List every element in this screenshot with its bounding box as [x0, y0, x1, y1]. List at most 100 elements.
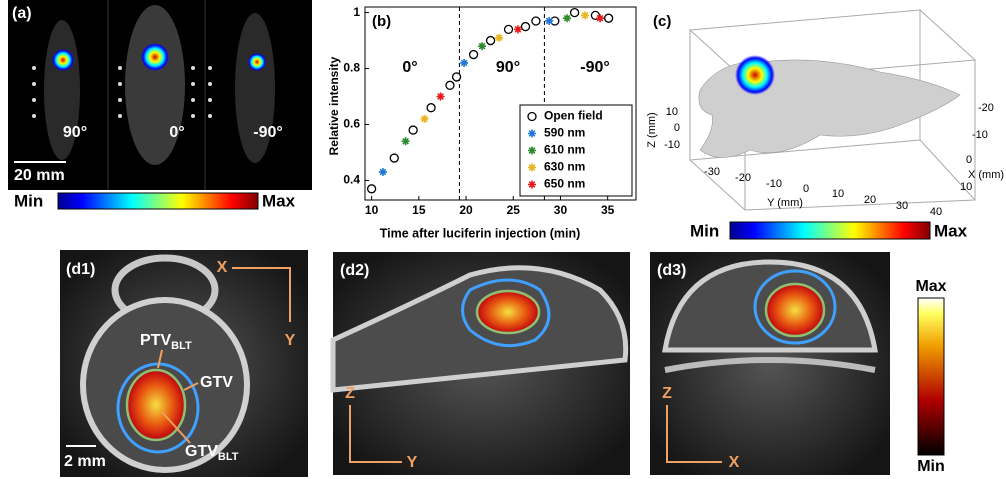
region-label: -90° [580, 59, 610, 76]
axis-label: X [217, 259, 228, 276]
colorbar-max: Max [915, 278, 946, 295]
signal [735, 55, 775, 95]
x-tick-label: 20 [459, 203, 473, 217]
y-tick-label: -10 [766, 178, 782, 190]
region-label: 0° [402, 59, 417, 76]
y-tick-label: 40 [930, 206, 942, 218]
x-tick-label: 35 [601, 203, 615, 217]
point [409, 126, 417, 134]
x-tick-label: 10 [960, 181, 972, 193]
point [437, 93, 445, 101]
scale-label: 2 mm [64, 453, 106, 470]
colorbar [58, 193, 258, 209]
colorbar-max: Max [934, 221, 968, 240]
y-tick-label: 0.8 [343, 61, 360, 75]
figure: (a) 90° 0° -90° 20 mm Min Max (b) 0° 90°… [0, 0, 1006, 479]
ptv-sub: BLT [171, 340, 192, 352]
region-label: 90° [496, 59, 520, 76]
y-tick-label: 20 [864, 194, 876, 206]
z-tick-label: 10 [666, 106, 678, 118]
gtv-sub: BLT [218, 451, 239, 463]
colorbar-min: Min [14, 191, 43, 210]
x-tick-label: -10 [972, 129, 988, 141]
point [390, 154, 398, 162]
point [460, 59, 468, 67]
point [505, 25, 513, 33]
legend-label: 650 nm [544, 177, 585, 191]
y-tick-label: -30 [704, 166, 720, 178]
axis-label: Y [285, 332, 296, 349]
gtv-text: GTV [185, 443, 218, 460]
signal [141, 43, 169, 71]
legend-marker [528, 181, 536, 189]
axis-label: Y [407, 454, 418, 471]
z-axis-label: Z (mm) [646, 112, 658, 147]
colorbar [918, 298, 944, 455]
y-tick-label: 30 [896, 200, 908, 212]
point [427, 104, 435, 112]
point [571, 9, 579, 17]
colorbar-min: Min [917, 458, 945, 475]
angle-label: -90° [253, 124, 283, 141]
panel-label: (a) [12, 5, 32, 22]
ptv-text: PTV [140, 332, 171, 349]
panel-label: (d1) [66, 261, 95, 278]
point [596, 14, 604, 22]
panel-label: (d2) [340, 262, 369, 279]
point [581, 11, 589, 19]
marker-dot [191, 82, 195, 86]
y-tick-label: 0.6 [343, 117, 360, 131]
panel-label: (c) [653, 13, 671, 30]
y-tick-label: 0.4 [343, 173, 360, 187]
legend-label: 610 nm [544, 143, 585, 157]
marker-dot [191, 98, 195, 102]
z-tick-label: 0 [674, 122, 680, 134]
x-axis-label: X (mm) [968, 169, 1004, 181]
marker-dot [32, 82, 36, 86]
y-axis-label: Relative intensity [327, 56, 341, 155]
y-tick-label: 10 [832, 188, 844, 200]
point [532, 17, 540, 25]
x-tick-label: 0 [966, 154, 972, 166]
panel-d2: (d2) Z Y [333, 252, 630, 475]
z-tick-label: -10 [664, 139, 680, 151]
x-tick-label: -20 [978, 102, 994, 114]
panel-d3: (d3) Z X Max Min [650, 252, 947, 475]
axis-label: Z [662, 385, 672, 402]
marker-dot [208, 66, 212, 70]
point [368, 185, 376, 193]
marker-dot [208, 98, 212, 102]
marker-dot [191, 114, 195, 118]
point [545, 17, 553, 25]
point [563, 14, 571, 22]
marker-dot [118, 82, 122, 86]
marker-dot [191, 66, 195, 70]
point [446, 81, 454, 89]
point [402, 137, 410, 145]
axis-label: X [729, 454, 740, 471]
x-tick-label: 15 [412, 203, 426, 217]
x-axis-label: Time after luciferin injection (min) [380, 226, 581, 240]
angle-label: 90° [63, 124, 87, 141]
colorbar [730, 222, 930, 239]
legend-label: 590 nm [544, 126, 585, 140]
signal [52, 49, 74, 71]
signal [248, 53, 266, 71]
legend-marker [528, 164, 536, 172]
x-tick-label: 10 [365, 203, 379, 217]
panel-label: (d3) [657, 262, 686, 279]
point [495, 34, 503, 42]
angle-label: 0° [169, 124, 184, 141]
marker-dot [208, 82, 212, 86]
marker-dot [32, 114, 36, 118]
colorbar-min: Min [690, 221, 719, 240]
point [487, 37, 495, 45]
legend-marker [528, 147, 536, 155]
point [522, 23, 530, 31]
y-axis-label: Y (mm) [767, 197, 803, 209]
marker-dot [118, 114, 122, 118]
point [514, 25, 522, 33]
point [379, 168, 387, 176]
colorbar-max: Max [262, 191, 296, 210]
